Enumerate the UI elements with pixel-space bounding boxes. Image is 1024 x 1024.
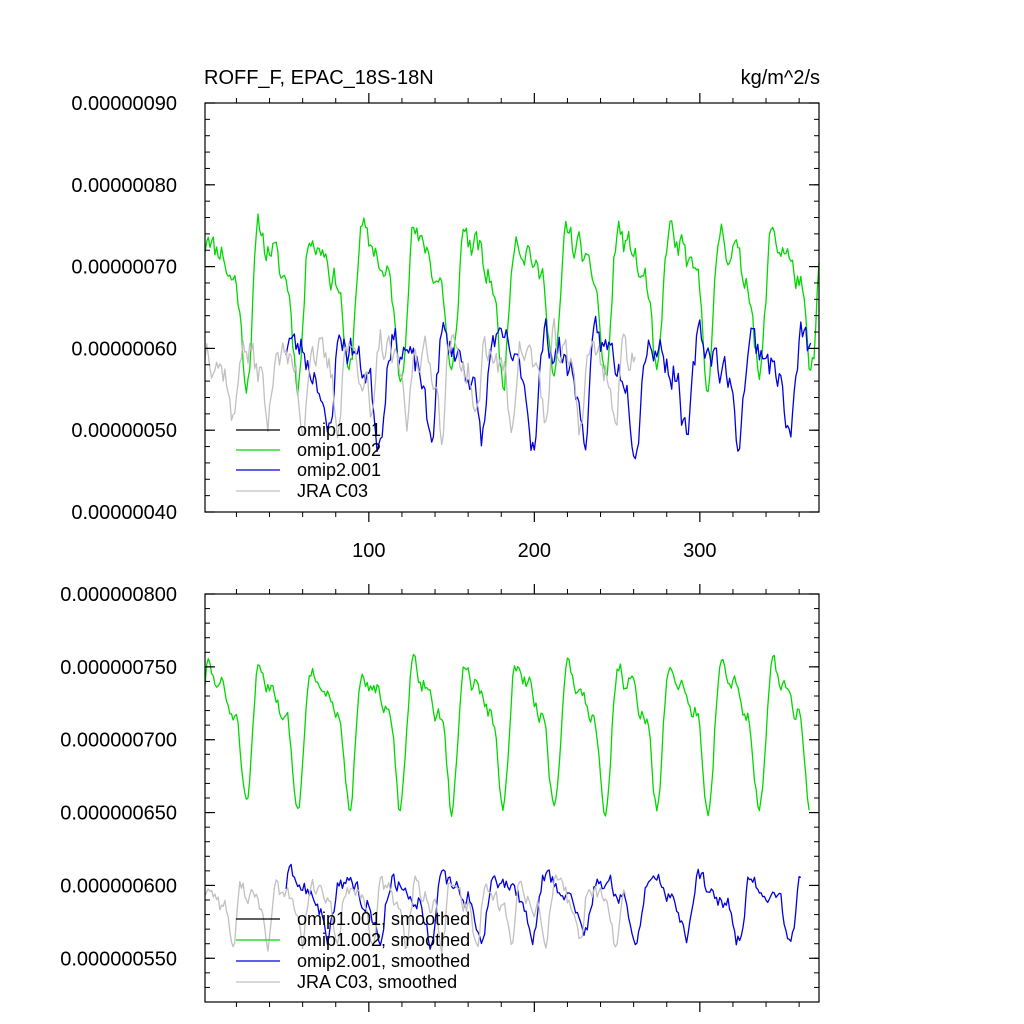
bottom-panel: 0.000000550 0.000000600 0.000000650 0.00000… bbox=[60, 584, 820, 1012]
bottom-series-line-1 bbox=[204, 653, 810, 817]
top-ytick-label: 0.00000040 bbox=[71, 502, 177, 524]
top-panel: ROFF_F, EPAC_18S-18N kg/m^2/s 0.00000040… bbox=[71, 67, 820, 562]
top-legend: omip1.001 omip1.002 omip2.001 JRA C03 bbox=[236, 420, 381, 501]
bottom-series-group bbox=[204, 653, 810, 954]
bottom-legend-label-0: omip1.001, smoothed bbox=[297, 909, 470, 929]
top-ytick-label: 0.00000070 bbox=[71, 257, 177, 279]
bottom-legend-label-2: omip2.001, smoothed bbox=[297, 951, 470, 971]
top-legend-label-2: omip2.001 bbox=[297, 460, 381, 480]
top-legend-label-1: omip1.002 bbox=[297, 440, 381, 460]
top-legend-label-3: JRA C03 bbox=[297, 481, 368, 501]
top-ytick-label: 0.00000090 bbox=[71, 93, 177, 115]
bottom-ytick-label: 0.000000750 bbox=[60, 657, 177, 679]
bottom-ytick-label: 0.000000800 bbox=[60, 584, 177, 606]
bottom-ytick-label: 0.000000700 bbox=[60, 730, 177, 752]
top-plot-frame bbox=[204, 102, 820, 513]
top-title: ROFF_F, EPAC_18S-18N bbox=[204, 67, 434, 89]
top-series-line-3 bbox=[204, 317, 636, 446]
bottom-ytick-label: 0.000000650 bbox=[60, 803, 177, 825]
top-series-group bbox=[204, 213, 820, 460]
top-xtick-label: 300 bbox=[683, 540, 716, 562]
bottom-x-axis bbox=[235, 584, 800, 1012]
top-series-line-1 bbox=[204, 213, 820, 397]
bottom-series-line-3 bbox=[204, 874, 627, 954]
top-y-axis: 0.00000040 0.00000050 0.00000060 0.00000070… bbox=[71, 93, 819, 524]
bottom-y-axis: 0.000000550 0.000000600 0.000000650 0.00000… bbox=[60, 584, 819, 1003]
bottom-ytick-label: 0.000000600 bbox=[60, 875, 177, 897]
top-ytick-label: 0.00000060 bbox=[71, 338, 177, 360]
top-series-line-2 bbox=[285, 315, 812, 460]
bottom-legend-label-3: JRA C03, smoothed bbox=[297, 972, 457, 992]
top-x-axis: 100 200 300 bbox=[235, 93, 800, 562]
top-units: kg/m^2/s bbox=[741, 67, 820, 89]
bottom-legend: omip1.001, smoothed omip1.002, smoothed … bbox=[236, 909, 470, 992]
top-xtick-label: 200 bbox=[518, 540, 551, 562]
bottom-legend-label-1: omip1.002, smoothed bbox=[297, 930, 470, 950]
bottom-ytick-label: 0.000000550 bbox=[60, 948, 177, 970]
top-ytick-label: 0.00000080 bbox=[71, 175, 177, 197]
top-legend-label-0: omip1.001 bbox=[297, 420, 381, 440]
bottom-series-line-2 bbox=[285, 863, 802, 950]
top-ytick-label: 0.00000050 bbox=[71, 420, 177, 442]
top-xtick-label: 100 bbox=[352, 540, 385, 562]
